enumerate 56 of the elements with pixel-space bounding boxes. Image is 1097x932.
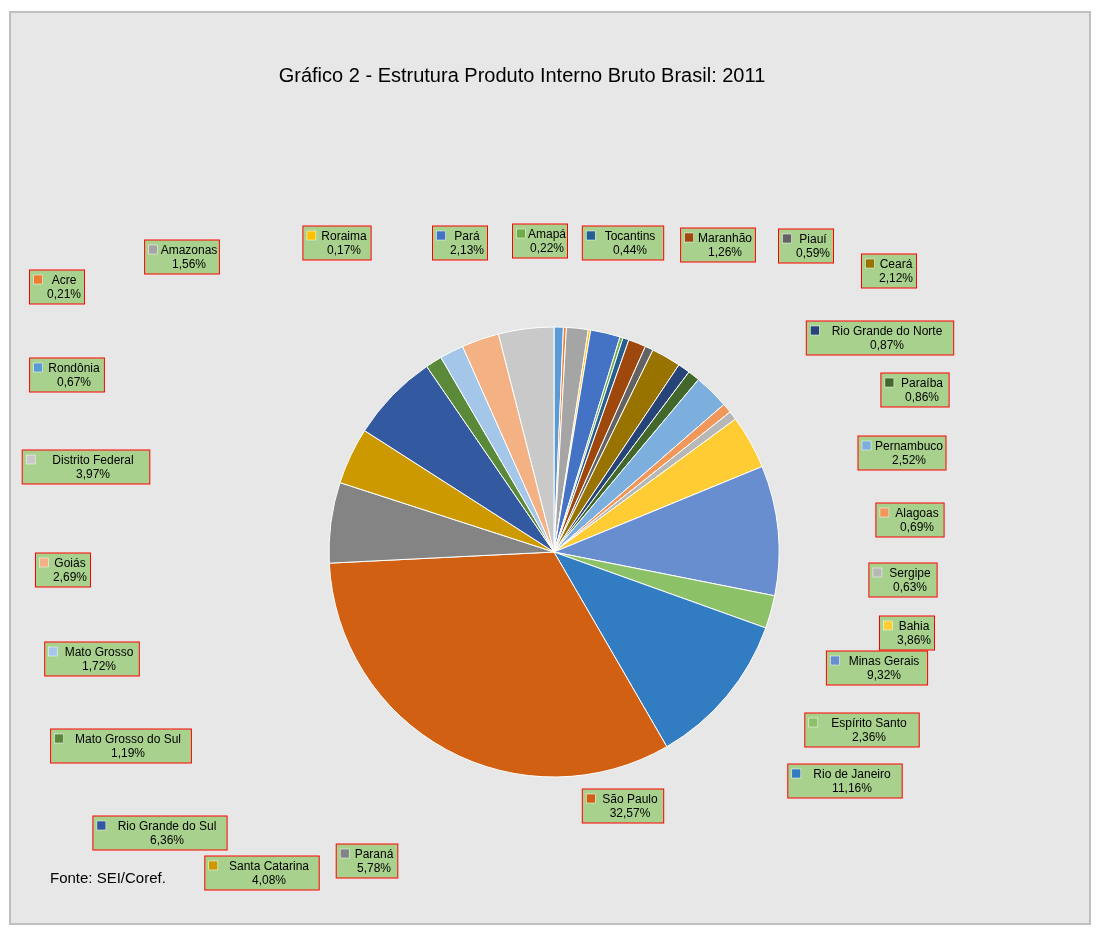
legend-label: Sergipe <box>889 566 931 580</box>
data-label: 0,21% <box>46 287 82 301</box>
legend-label: São Paulo <box>602 792 659 806</box>
legend-label: Alagoas <box>895 506 939 520</box>
data-label: 3,97% <box>75 467 111 481</box>
data-label: 4,08% <box>251 873 287 887</box>
legend-label: Espírito Santo <box>831 716 908 730</box>
data-label: 2,13% <box>449 243 485 257</box>
data-label: 1,26% <box>707 245 743 259</box>
data-label: 0,67% <box>56 375 92 389</box>
legend-label: Tocantins <box>604 229 656 243</box>
legend-label: Rio Grande do Norte <box>831 324 943 338</box>
legend-label: Pernambuco <box>874 439 944 453</box>
legend-label: Goiás <box>54 556 86 570</box>
data-label: 6,36% <box>149 833 185 847</box>
legend-label: Rondônia <box>48 361 101 375</box>
legend-label: Mato Grosso do Sul <box>74 732 182 746</box>
legend-label: Paraíba <box>900 376 944 390</box>
legend-label: Roraima <box>321 229 367 243</box>
legend-label: Rio Grande do Sul <box>117 819 217 833</box>
data-label: 2,52% <box>891 453 927 467</box>
source-note: Fonte: SEI/Coref. <box>50 869 166 886</box>
data-label: 0,69% <box>899 520 935 534</box>
legend-label: Paraná <box>354 847 394 861</box>
legend-label: Rio de Janeiro <box>813 767 892 781</box>
legend-label: Bahia <box>898 619 930 633</box>
data-label: 2,36% <box>851 730 887 744</box>
data-label: 0,59% <box>795 246 831 260</box>
legend-label: Mato Grosso <box>64 645 134 659</box>
legend-label: Piauí <box>799 232 828 246</box>
data-label: 9,32% <box>866 668 902 682</box>
legend-label: Amazonas <box>160 243 218 257</box>
data-label: 1,72% <box>81 659 117 673</box>
legend-label: Amapá <box>527 227 567 241</box>
data-label: 0,86% <box>904 390 940 404</box>
legend-label: Minas Gerais <box>848 654 920 668</box>
data-label: 0,87% <box>869 338 905 352</box>
data-label: 32,57% <box>609 806 651 820</box>
legend-label: Ceará <box>879 257 913 271</box>
data-label: 3,86% <box>896 633 932 647</box>
legend-label: Distrito Federal <box>52 453 134 467</box>
data-label: 0,63% <box>892 580 928 594</box>
data-label: 11,16% <box>832 781 873 795</box>
data-label: 0,44% <box>612 243 648 257</box>
chart-title: Gráfico 2 - Estrutura Produto Interno Bruto Brasil: 2011 <box>278 64 766 86</box>
legend-label: Maranhão <box>697 231 753 245</box>
data-label: 1,56% <box>171 257 207 271</box>
legend-label: Acre <box>51 273 77 287</box>
legend-label: Pará <box>454 229 480 243</box>
data-label: 0,22% <box>529 241 565 255</box>
legend-label: Santa Catarina <box>228 859 310 873</box>
data-label: 2,69% <box>52 570 88 584</box>
data-label: 0,17% <box>326 243 362 257</box>
data-label: 2,12% <box>878 271 914 285</box>
data-label: 1,19% <box>110 746 146 760</box>
data-label: 5,78% <box>356 861 392 875</box>
